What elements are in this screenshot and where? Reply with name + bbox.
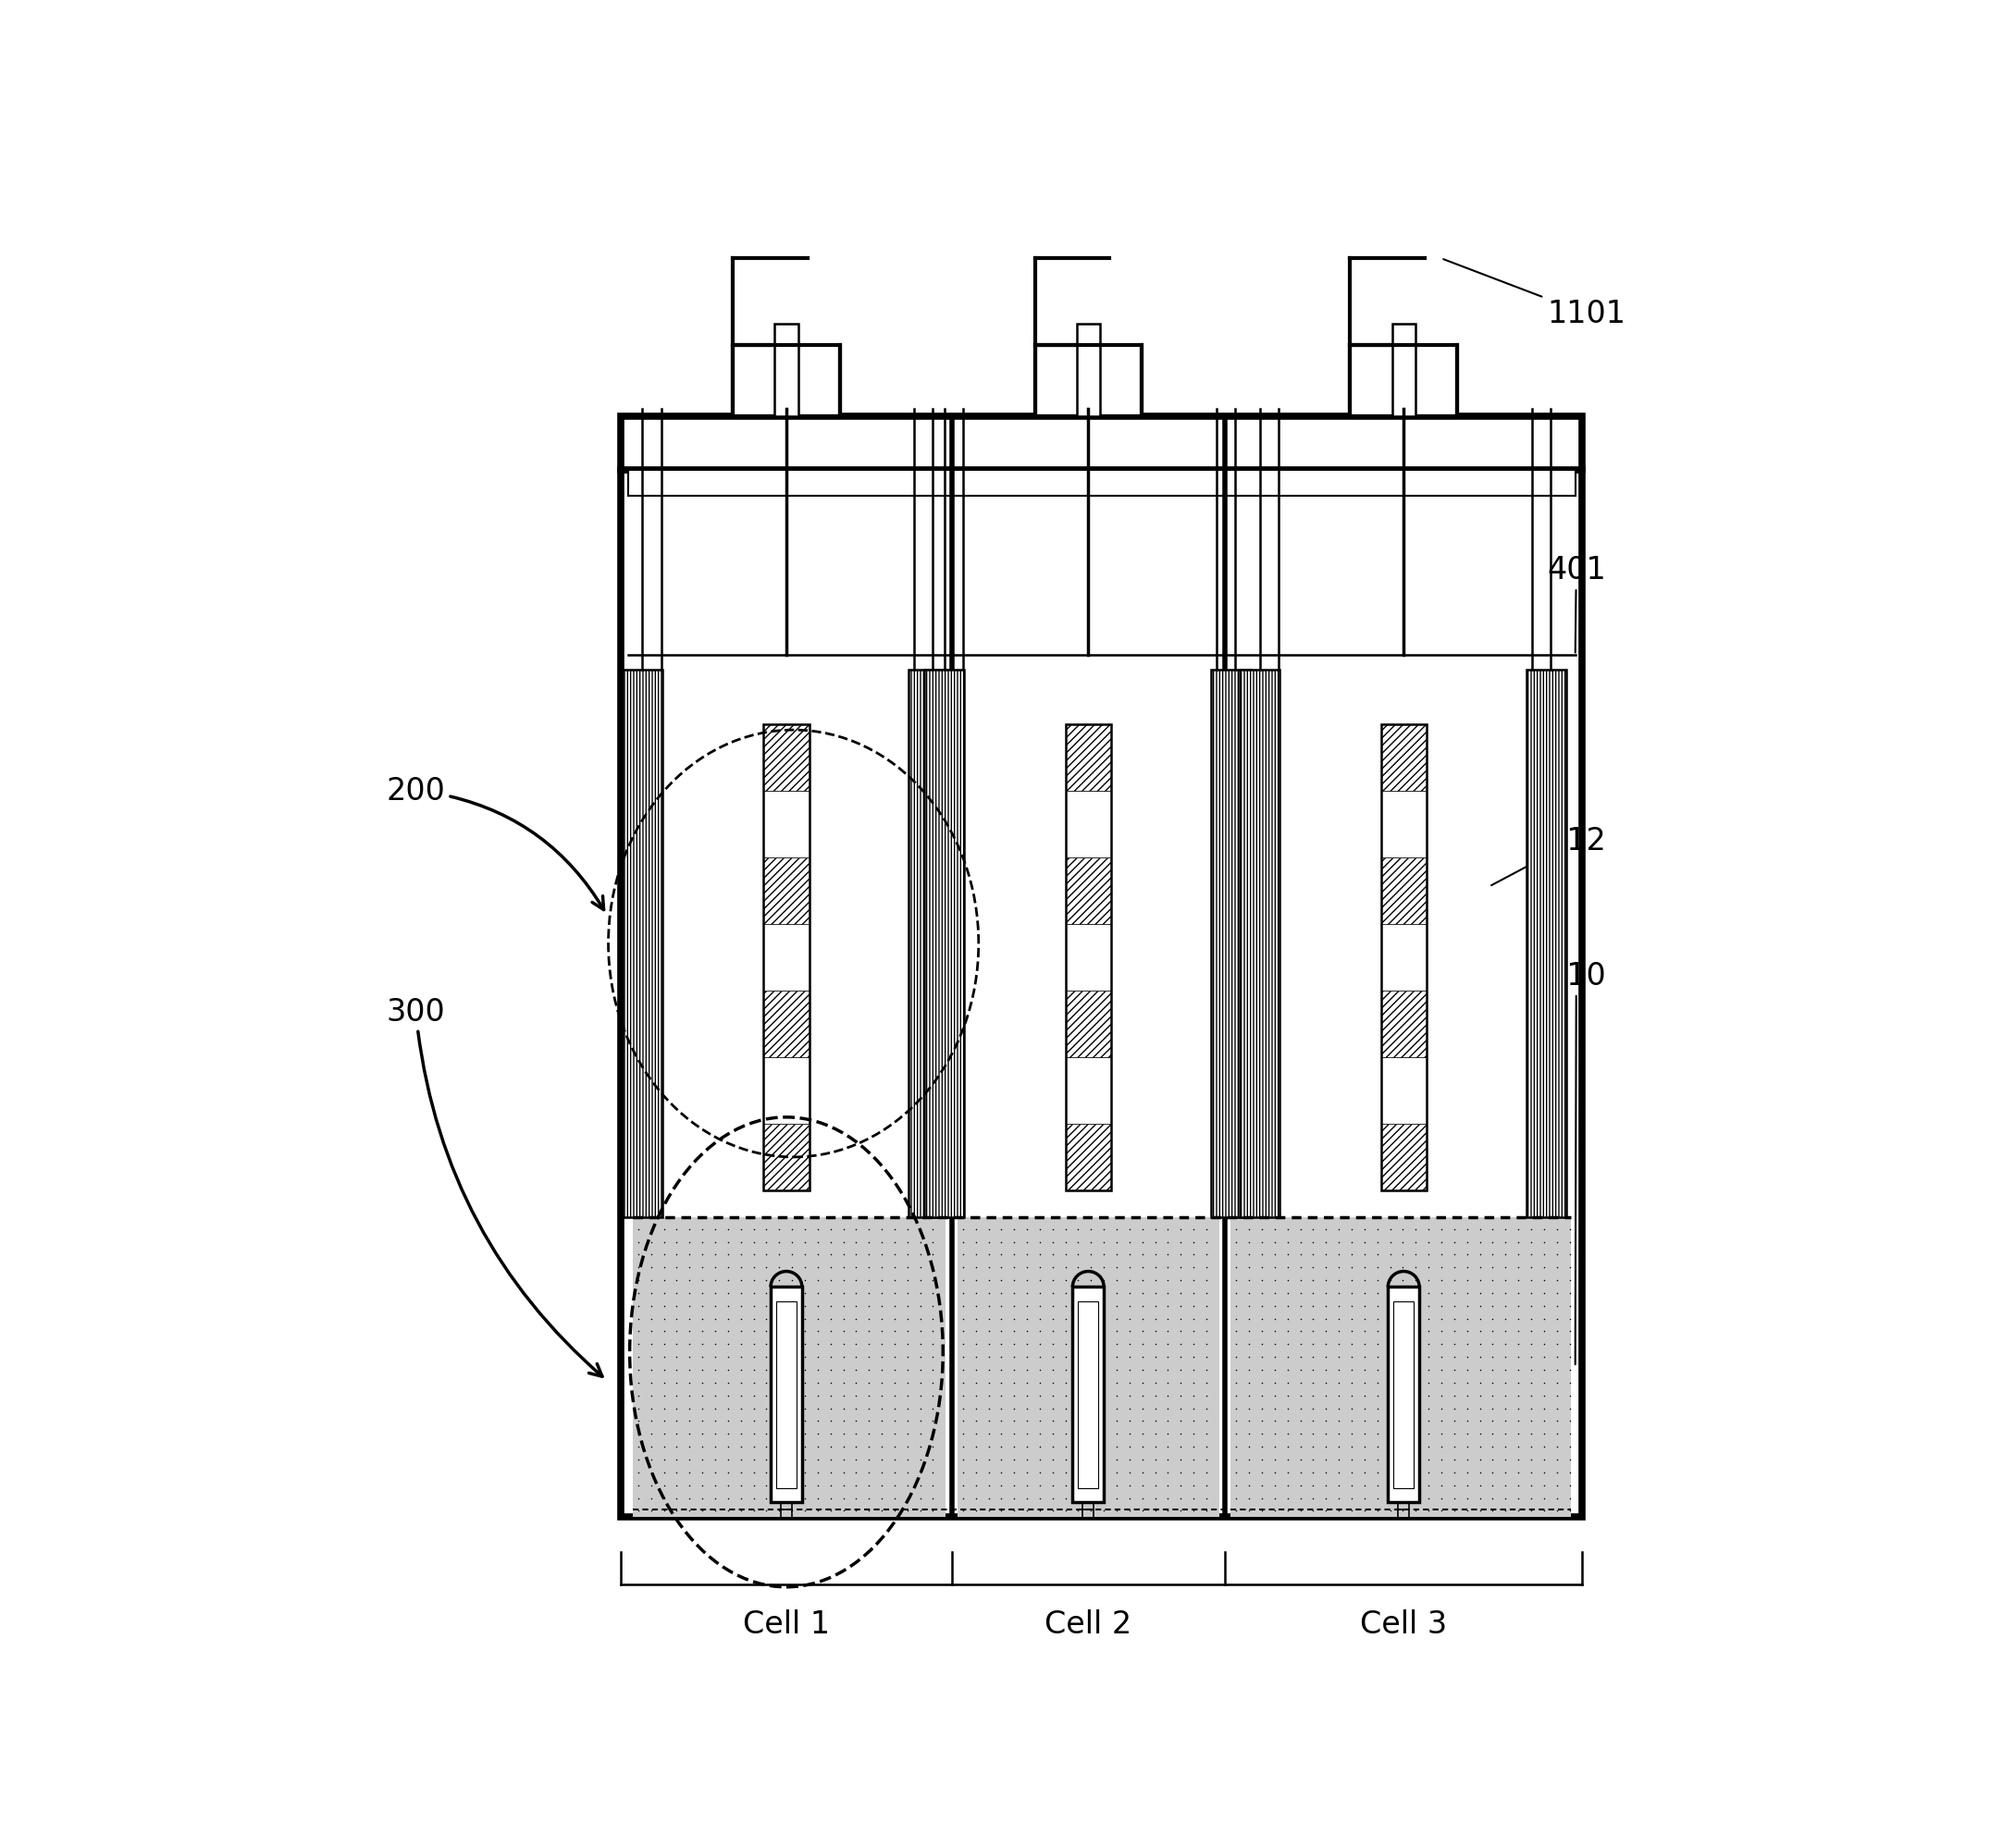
Bar — [1351, 346, 1457, 416]
Bar — [1065, 991, 1110, 1057]
Text: 112: 112 — [1491, 826, 1606, 885]
Text: Cell 3: Cell 3 — [1359, 1608, 1447, 1639]
Bar — [1065, 1124, 1110, 1190]
Bar — [1230, 499, 1570, 1218]
Bar — [764, 991, 810, 1057]
Bar — [1381, 791, 1427, 857]
Bar — [1210, 671, 1250, 1218]
Bar — [764, 1124, 810, 1190]
Bar — [1393, 1301, 1413, 1488]
Bar — [621, 416, 1582, 471]
Text: 300: 300 — [386, 996, 603, 1377]
Bar — [957, 499, 1220, 1218]
Bar — [732, 346, 840, 416]
Bar — [1381, 724, 1427, 791]
Bar — [1065, 724, 1110, 791]
Bar — [1065, 857, 1110, 924]
Bar — [764, 857, 810, 924]
Bar — [1391, 323, 1415, 416]
Bar — [1526, 671, 1566, 1218]
Bar — [1240, 671, 1280, 1218]
Bar — [764, 724, 810, 791]
Bar — [1077, 323, 1100, 416]
Bar — [1240, 671, 1280, 1218]
Text: 1101: 1101 — [1443, 261, 1626, 329]
Text: 200: 200 — [386, 776, 603, 911]
Bar — [770, 1288, 802, 1502]
Bar — [1230, 1218, 1570, 1517]
Bar — [776, 1301, 796, 1488]
Text: 401: 401 — [1546, 554, 1606, 652]
Bar — [623, 671, 663, 1218]
Bar — [1035, 346, 1142, 416]
Text: Cell 1: Cell 1 — [742, 1608, 830, 1639]
Bar — [1079, 1301, 1098, 1488]
Bar — [1065, 724, 1110, 1190]
Text: Cell 2: Cell 2 — [1045, 1608, 1132, 1639]
Bar — [633, 1218, 945, 1517]
Bar — [1065, 791, 1110, 857]
Bar — [1073, 1288, 1104, 1502]
Bar — [764, 1057, 810, 1124]
Bar — [1210, 671, 1250, 1218]
Bar — [925, 671, 965, 1218]
Bar — [1065, 924, 1110, 991]
Bar — [764, 724, 810, 1190]
Bar — [909, 671, 949, 1218]
Bar — [957, 1218, 1220, 1517]
Bar — [1387, 1288, 1419, 1502]
Bar — [1526, 671, 1566, 1218]
Bar — [774, 323, 798, 416]
Bar — [1381, 857, 1427, 924]
Bar — [1065, 1057, 1110, 1124]
Bar — [1381, 724, 1427, 1190]
Bar — [764, 791, 810, 857]
Bar — [1381, 1057, 1427, 1124]
Text: 110: 110 — [1546, 961, 1606, 1364]
Bar — [621, 471, 1582, 1517]
Bar — [1381, 991, 1427, 1057]
Bar — [1381, 924, 1427, 991]
Bar — [764, 924, 810, 991]
Bar — [633, 499, 945, 1218]
Bar — [623, 671, 663, 1218]
Bar — [925, 671, 965, 1218]
Bar — [629, 471, 1576, 497]
Bar — [1381, 1124, 1427, 1190]
Bar — [909, 671, 949, 1218]
